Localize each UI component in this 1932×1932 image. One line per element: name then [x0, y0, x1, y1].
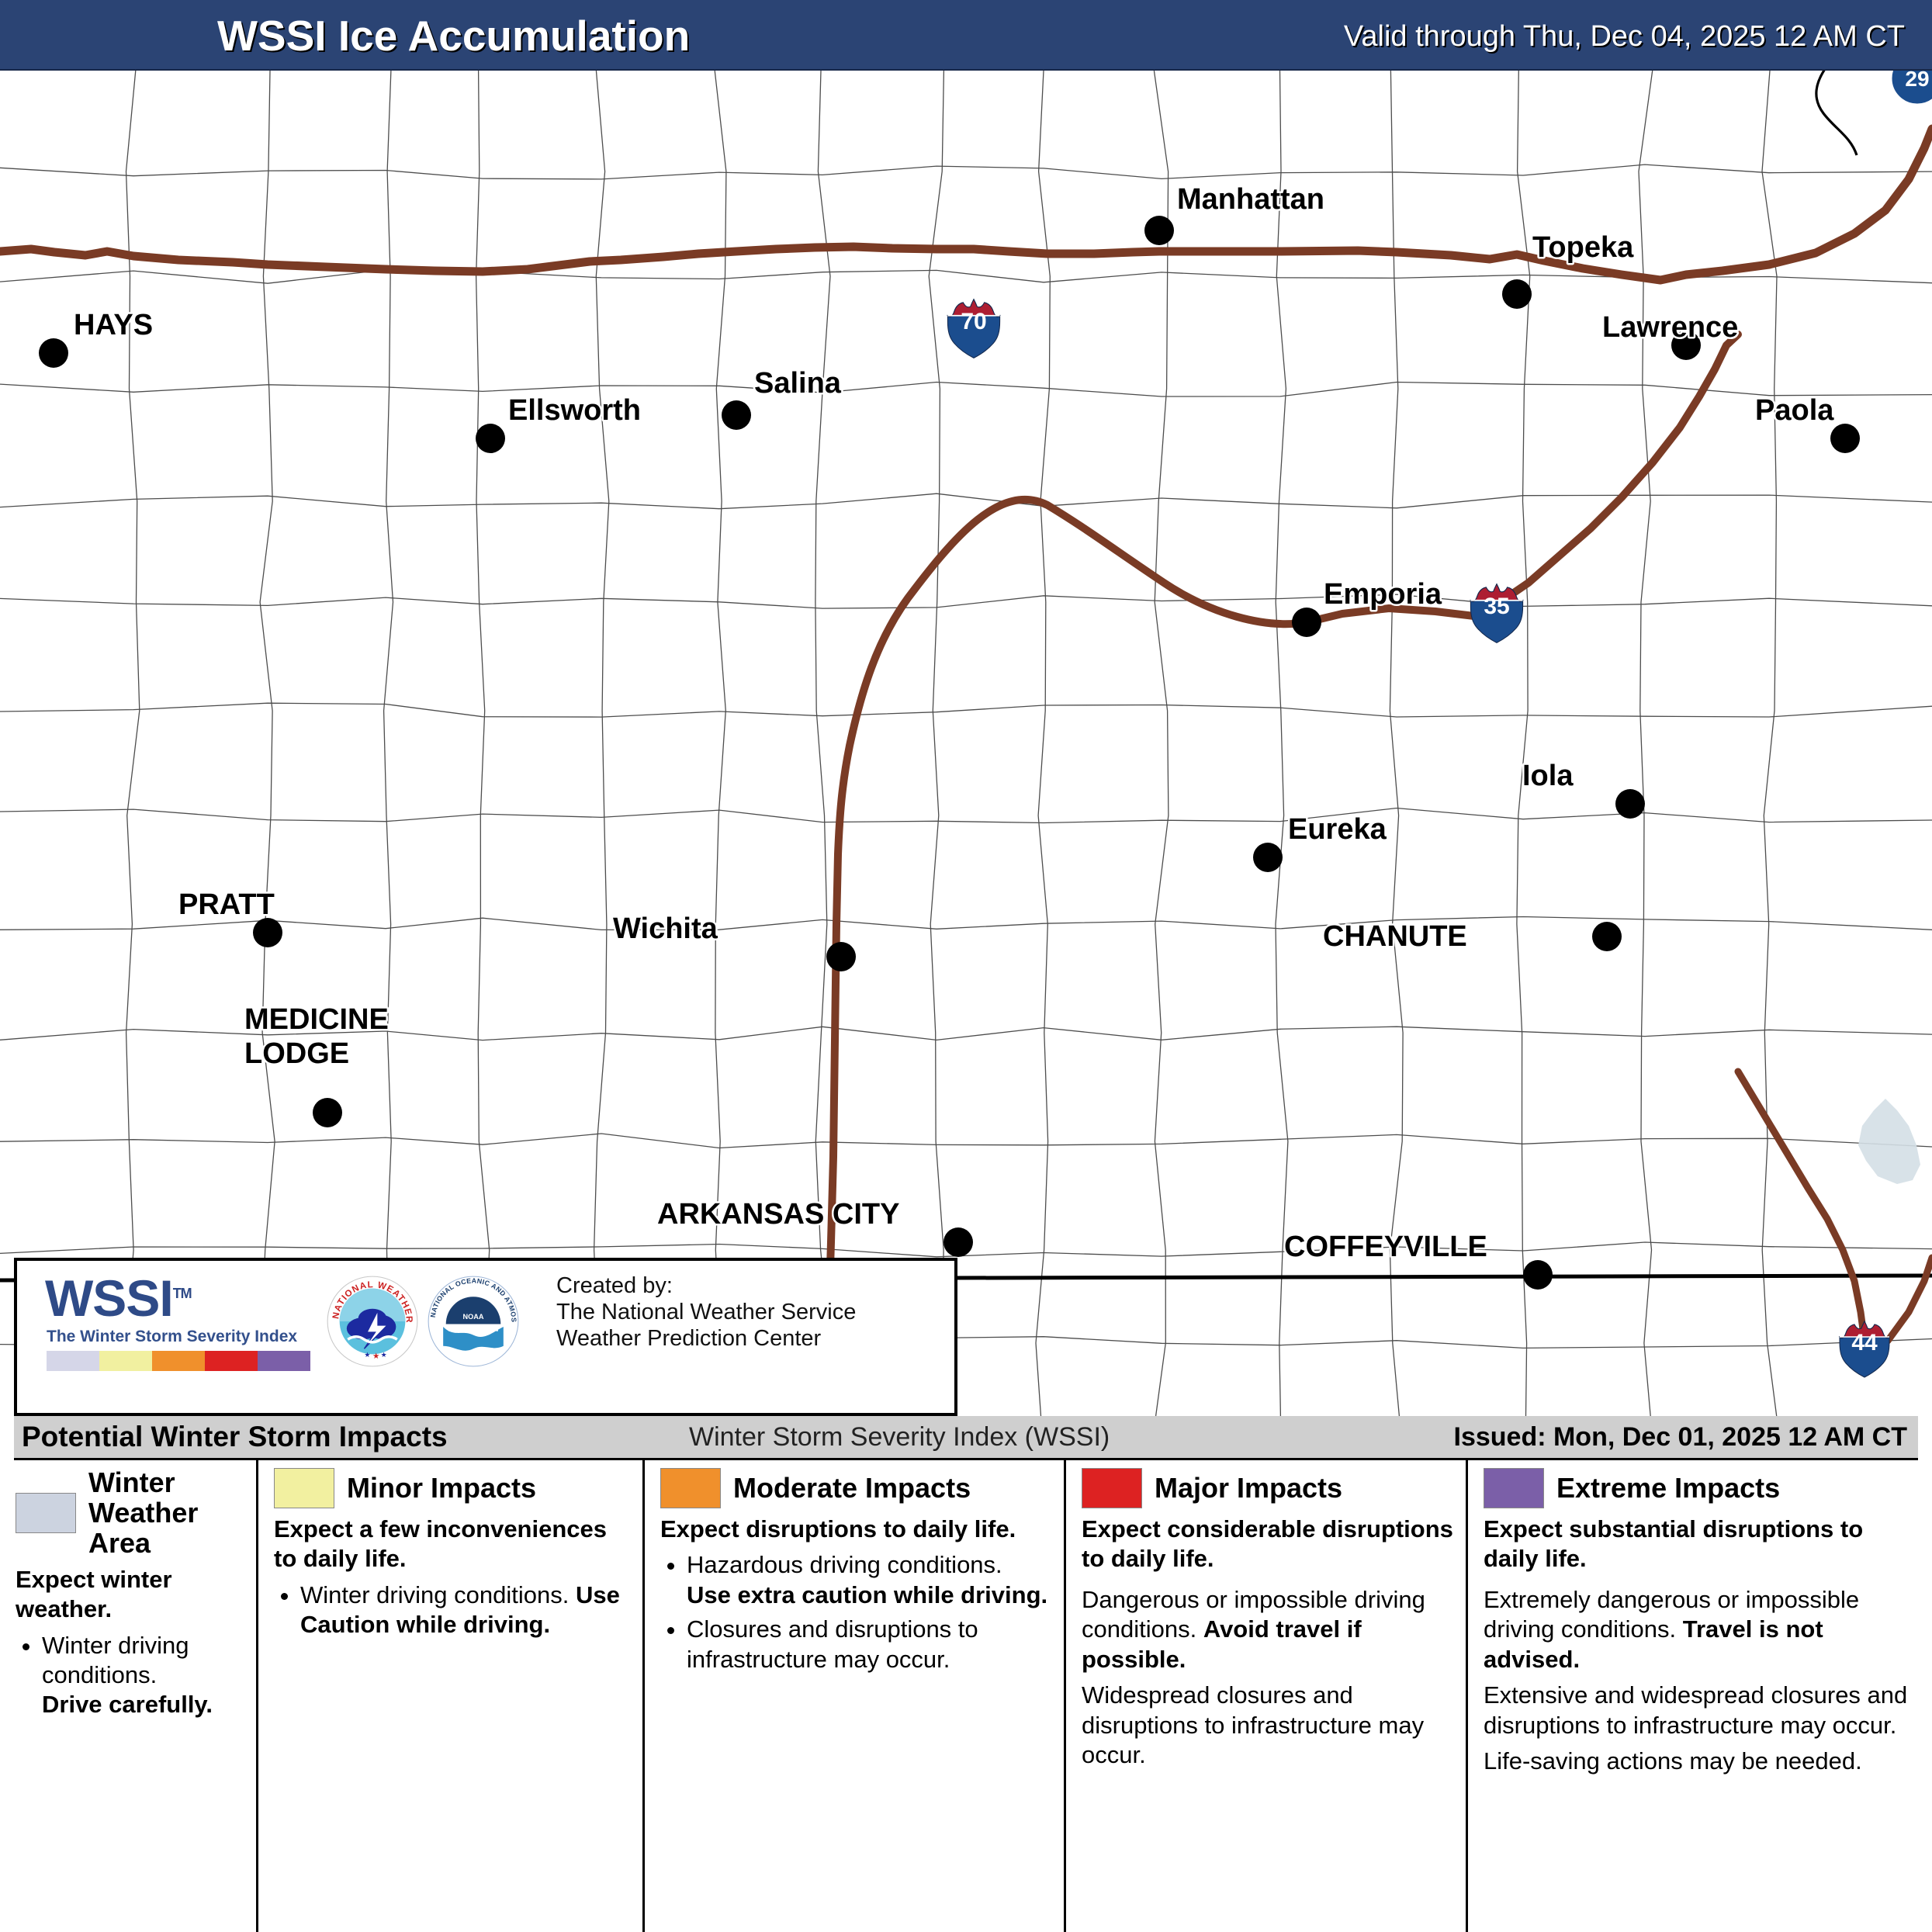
svg-text:29: 29 [1905, 71, 1929, 91]
svg-text:ARKANSAS CITY: ARKANSAS CITY [657, 1198, 899, 1231]
svg-text:CHANUTE: CHANUTE [1323, 920, 1467, 953]
svg-text:NOAA: NOAA [463, 1313, 484, 1321]
svg-text:Paola: Paola [1755, 394, 1834, 427]
svg-text:★: ★ [372, 1352, 380, 1361]
svg-text:Eureka: Eureka [1288, 813, 1387, 846]
svg-text:COFFEYVILLE: COFFEYVILLE [1284, 1231, 1487, 1263]
svg-text:44: 44 [1851, 1330, 1878, 1356]
svg-text:MEDICINE: MEDICINE [244, 1003, 389, 1036]
svg-text:Salina: Salina [754, 367, 842, 400]
svg-text:HAYS: HAYS [74, 309, 153, 341]
svg-text:Lawrence: Lawrence [1602, 311, 1738, 344]
svg-text:Iola: Iola [1522, 760, 1574, 792]
svg-text:★: ★ [381, 1351, 387, 1359]
svg-text:Topeka: Topeka [1532, 231, 1634, 264]
svg-text:70: 70 [961, 309, 986, 334]
svg-text:Emporia: Emporia [1324, 578, 1442, 611]
svg-text:LODGE: LODGE [244, 1037, 349, 1070]
svg-text:Manhattan: Manhattan [1177, 183, 1324, 216]
svg-text:Ellsworth: Ellsworth [508, 394, 641, 427]
svg-text:★: ★ [364, 1351, 370, 1359]
svg-text:35: 35 [1484, 594, 1509, 619]
svg-text:PRATT: PRATT [178, 888, 275, 921]
svg-text:Wichita: Wichita [613, 912, 718, 945]
